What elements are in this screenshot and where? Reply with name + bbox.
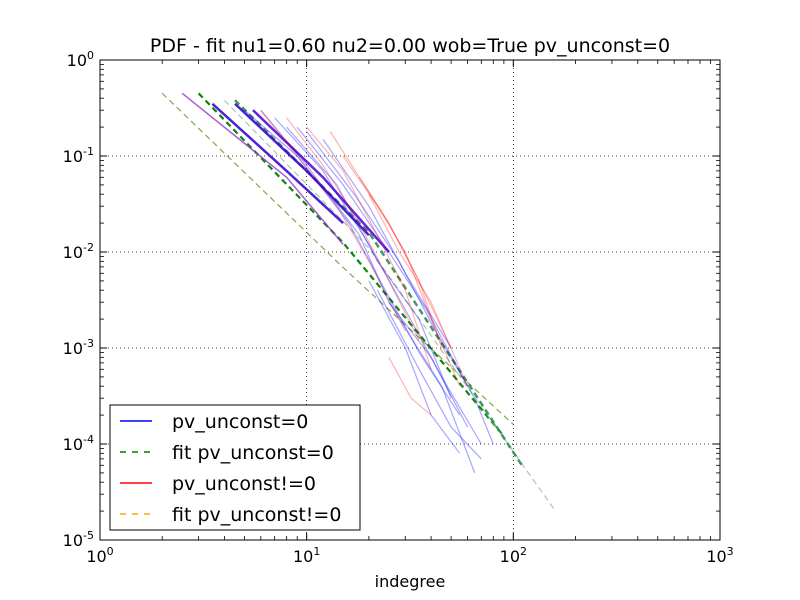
- series-line: [286, 117, 420, 341]
- series-line: [306, 131, 494, 445]
- series-line: [244, 109, 461, 416]
- series-line: [286, 126, 452, 399]
- fit-series-line: [223, 99, 556, 512]
- series-line: [306, 126, 432, 370]
- series-line: [260, 109, 469, 428]
- series-line: [274, 117, 482, 445]
- legend-label: fit pv_unconst!=0: [172, 504, 341, 526]
- series-line: [368, 280, 461, 454]
- series-line: [211, 102, 344, 225]
- series-line: [181, 92, 344, 245]
- series-line: [358, 176, 452, 349]
- legend-box: [109, 404, 361, 531]
- series-line: [368, 193, 469, 387]
- plot-frame: [99, 59, 721, 541]
- fit-series-line: [197, 92, 505, 438]
- chart-title: PDF - fit nu1=0.60 nu2=0.00 wob=True pv_…: [150, 35, 670, 57]
- series-line: [376, 289, 482, 460]
- series-line: [296, 126, 469, 387]
- series-line: [388, 301, 476, 474]
- x-axis-label: indegree: [375, 572, 446, 591]
- series-line: [252, 109, 390, 253]
- series-line: [388, 357, 432, 416]
- series-line: [322, 138, 452, 349]
- series-line: [234, 102, 370, 236]
- series-layer: [161, 92, 556, 512]
- legend-label: fit pv_unconst=0: [172, 442, 334, 464]
- series-line: [329, 131, 443, 349]
- legend-label: pv_unconst=0: [172, 411, 308, 433]
- fit-series-line: [161, 92, 514, 425]
- series-line: [260, 109, 406, 332]
- series-line: [342, 155, 461, 387]
- legend-label: pv_unconst!=0: [172, 473, 316, 495]
